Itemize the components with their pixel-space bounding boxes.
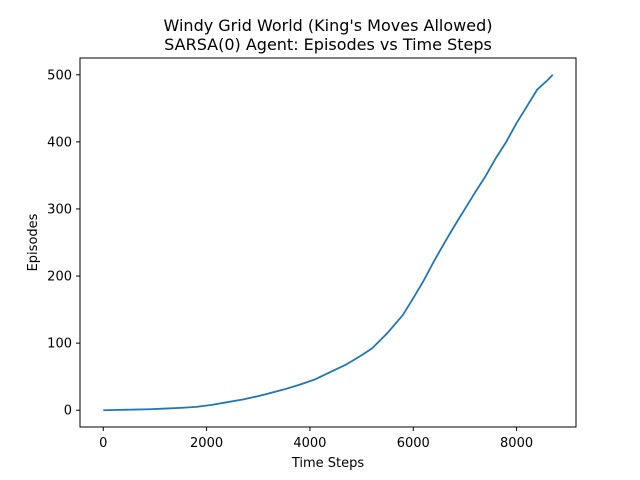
x-tick-label: 2000 bbox=[190, 436, 223, 451]
x-tick-label: 0 bbox=[99, 436, 107, 451]
y-tick-label: 100 bbox=[47, 337, 72, 352]
series-line-0 bbox=[103, 74, 554, 412]
x-axis-label: Time Steps bbox=[291, 456, 365, 471]
y-tick-label: 300 bbox=[47, 202, 72, 217]
chart-title-line2: SARSA(0) Agent: Episodes vs Time Steps bbox=[164, 35, 492, 54]
chart-title-line1: Windy Grid World (King's Moves Allowed) bbox=[164, 16, 493, 35]
x-tick-label: 6000 bbox=[397, 436, 430, 451]
x-tick-label: 8000 bbox=[500, 436, 533, 451]
x-axis-ticks: 0 2000 4000 6000 8000 bbox=[99, 427, 533, 451]
y-tick-label: 200 bbox=[47, 270, 72, 285]
y-tick-label: 500 bbox=[47, 68, 72, 83]
plot-area bbox=[103, 74, 554, 412]
x-tick-label: 4000 bbox=[293, 436, 326, 451]
y-axis-label: Episodes bbox=[26, 213, 41, 271]
axes-frame bbox=[79, 57, 577, 428]
y-tick-label: 0 bbox=[64, 404, 72, 419]
y-tick-label: 400 bbox=[47, 135, 72, 150]
y-axis-ticks: 0 100 200 300 400 500 bbox=[47, 68, 80, 419]
